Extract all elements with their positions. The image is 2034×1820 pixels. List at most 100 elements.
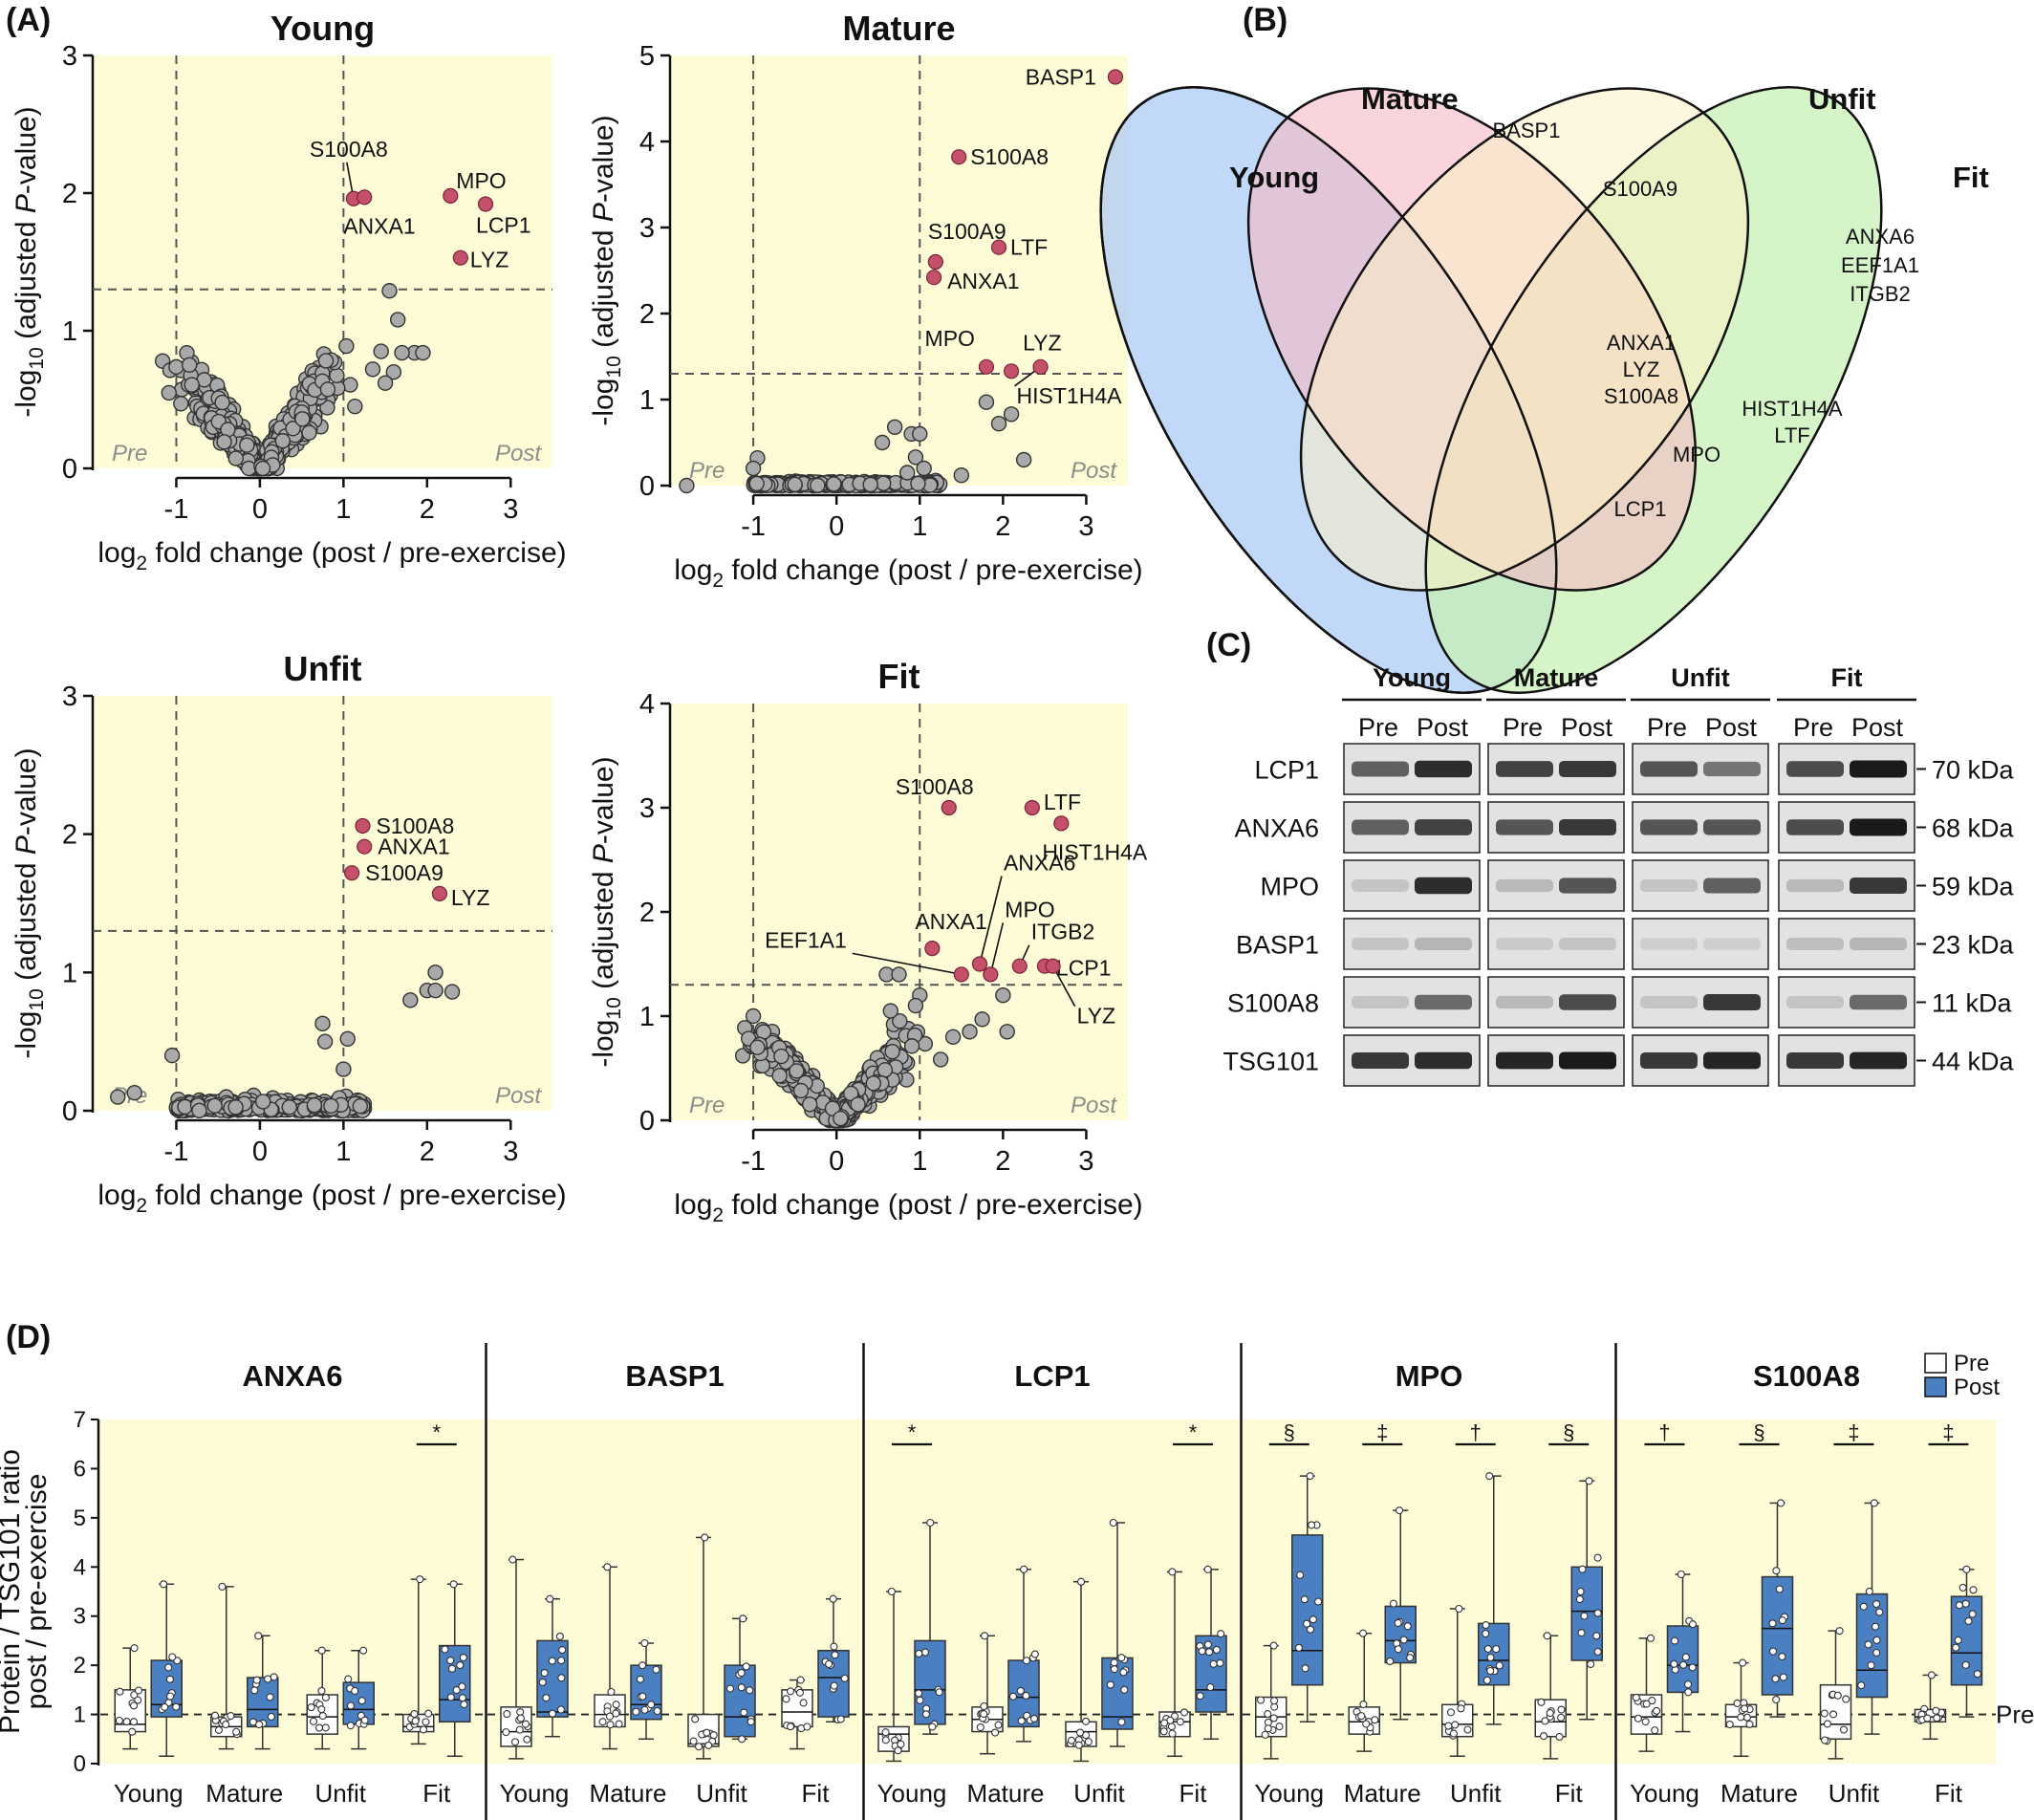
venn-outline-young bbox=[1099, 86, 1558, 694]
x-tick-label: 1 bbox=[335, 1137, 351, 1167]
point-label-lyz: LYZ bbox=[451, 885, 489, 910]
box-y-tick-label: 5 bbox=[74, 1506, 86, 1531]
data-point bbox=[1463, 1725, 1472, 1734]
background-point bbox=[826, 476, 842, 492]
background-point bbox=[910, 475, 926, 492]
data-point bbox=[829, 1594, 837, 1603]
wb-subgroup-pre: Pre bbox=[1503, 713, 1543, 742]
venn-item-lcp1: LCP1 bbox=[1613, 497, 1666, 521]
venn-outline-fit bbox=[1424, 86, 1883, 694]
significant-point-s100a9 bbox=[927, 253, 943, 271]
x-tick-label: 3 bbox=[1078, 511, 1093, 542]
data-point bbox=[636, 1675, 644, 1683]
data-point bbox=[916, 1696, 924, 1704]
data-point bbox=[1955, 1601, 1964, 1610]
notable-point bbox=[335, 1061, 352, 1077]
data-point bbox=[1256, 1696, 1266, 1704]
data-point bbox=[1168, 1729, 1177, 1738]
wb-band bbox=[1786, 819, 1844, 835]
data-point bbox=[449, 1580, 458, 1589]
venn-item-hist1h4a: HIST1H4A bbox=[1742, 397, 1842, 421]
data-point bbox=[1679, 1660, 1688, 1669]
data-point bbox=[612, 1701, 620, 1709]
data-point bbox=[695, 1743, 703, 1751]
data-point bbox=[1684, 1688, 1693, 1697]
y-tick-label: 3 bbox=[62, 682, 77, 712]
background-point bbox=[216, 434, 232, 450]
wb-band bbox=[1640, 996, 1698, 1008]
data-point bbox=[742, 1662, 750, 1671]
wb-band bbox=[1786, 761, 1844, 777]
notable-point bbox=[886, 419, 903, 435]
y-tick-label: 0 bbox=[62, 454, 77, 485]
data-point bbox=[1399, 1636, 1408, 1644]
data-point bbox=[1216, 1658, 1224, 1667]
x-tick-label: 2 bbox=[420, 1137, 435, 1167]
data-point bbox=[1359, 1700, 1368, 1709]
wb-band bbox=[1496, 938, 1553, 950]
background-point bbox=[903, 1038, 920, 1054]
data-point bbox=[134, 1686, 143, 1695]
data-point bbox=[926, 1518, 935, 1528]
data-point bbox=[928, 1722, 937, 1731]
data-point bbox=[1082, 1731, 1091, 1740]
data-point bbox=[1592, 1632, 1601, 1640]
data-point bbox=[1539, 1732, 1548, 1741]
wb-protein-s100a8: S100A8 bbox=[1227, 989, 1319, 1018]
data-point bbox=[346, 1701, 355, 1710]
x-tick-label: 2 bbox=[995, 1146, 1010, 1177]
data-point bbox=[1587, 1659, 1595, 1669]
data-point bbox=[640, 1638, 649, 1648]
data-point bbox=[1546, 1709, 1554, 1718]
data-point bbox=[458, 1694, 466, 1702]
venn-item-s100a8: S100A8 bbox=[1604, 384, 1678, 408]
notable-point bbox=[377, 375, 394, 391]
wb-box bbox=[1487, 918, 1625, 970]
data-point bbox=[1371, 1716, 1379, 1724]
data-point bbox=[160, 1580, 168, 1589]
data-point bbox=[739, 1614, 747, 1623]
significant-point-eef1a1 bbox=[953, 966, 969, 983]
significant-point-lyz bbox=[1045, 958, 1061, 974]
data-point bbox=[1176, 1718, 1184, 1726]
western-blot: Young Pre Post Mature Pre Post Unfit Pre Post Fit… bbox=[1223, 663, 2015, 1087]
background-point bbox=[329, 367, 345, 384]
venn-label-unfit: Unfit bbox=[1808, 82, 1876, 116]
background-point bbox=[285, 421, 301, 437]
data-point bbox=[1449, 1729, 1458, 1738]
data-point bbox=[424, 1709, 433, 1718]
point-label-lyz: LYZ bbox=[470, 248, 508, 272]
background-point bbox=[789, 1063, 805, 1079]
wb-protein-basp1: BASP1 bbox=[1236, 931, 1319, 960]
y-tick-label: 2 bbox=[62, 820, 77, 851]
data-point bbox=[1958, 1583, 1967, 1592]
point-label-anxa6: ANXA6 bbox=[1004, 851, 1075, 876]
volcano-plot-young: Young 0 1 2 3 -1 0 1 2 3 Pre Post log2 fold change (… bbox=[11, 9, 567, 574]
data-point bbox=[317, 1646, 326, 1655]
box-category-unfit: Unfit bbox=[1450, 1779, 1502, 1808]
data-point bbox=[250, 1686, 259, 1695]
notable-point bbox=[745, 1008, 762, 1025]
data-point bbox=[1555, 1732, 1564, 1742]
notable-point bbox=[394, 344, 410, 361]
venn-outline-unfit bbox=[1299, 87, 1750, 592]
wb-band bbox=[1786, 996, 1844, 1008]
data-point bbox=[1264, 1710, 1272, 1719]
wb-band bbox=[1640, 819, 1698, 835]
data-point bbox=[1840, 1725, 1849, 1734]
data-point bbox=[1396, 1506, 1404, 1515]
data-point bbox=[914, 1689, 923, 1698]
data-point bbox=[831, 1651, 839, 1659]
data-point bbox=[689, 1737, 698, 1745]
box-category-young: Young bbox=[500, 1779, 570, 1808]
box-category-young: Young bbox=[1630, 1779, 1699, 1808]
plot-area bbox=[670, 55, 1128, 486]
point-label-s100a9: S100A9 bbox=[928, 219, 1006, 244]
data-point bbox=[515, 1725, 524, 1734]
data-point bbox=[458, 1682, 466, 1691]
data-point bbox=[1859, 1602, 1868, 1611]
background-point bbox=[810, 477, 826, 493]
wb-kda-label: 70 kDa bbox=[1932, 756, 2015, 785]
data-point bbox=[1821, 1736, 1829, 1744]
wb-group-young: Young bbox=[1373, 663, 1451, 692]
